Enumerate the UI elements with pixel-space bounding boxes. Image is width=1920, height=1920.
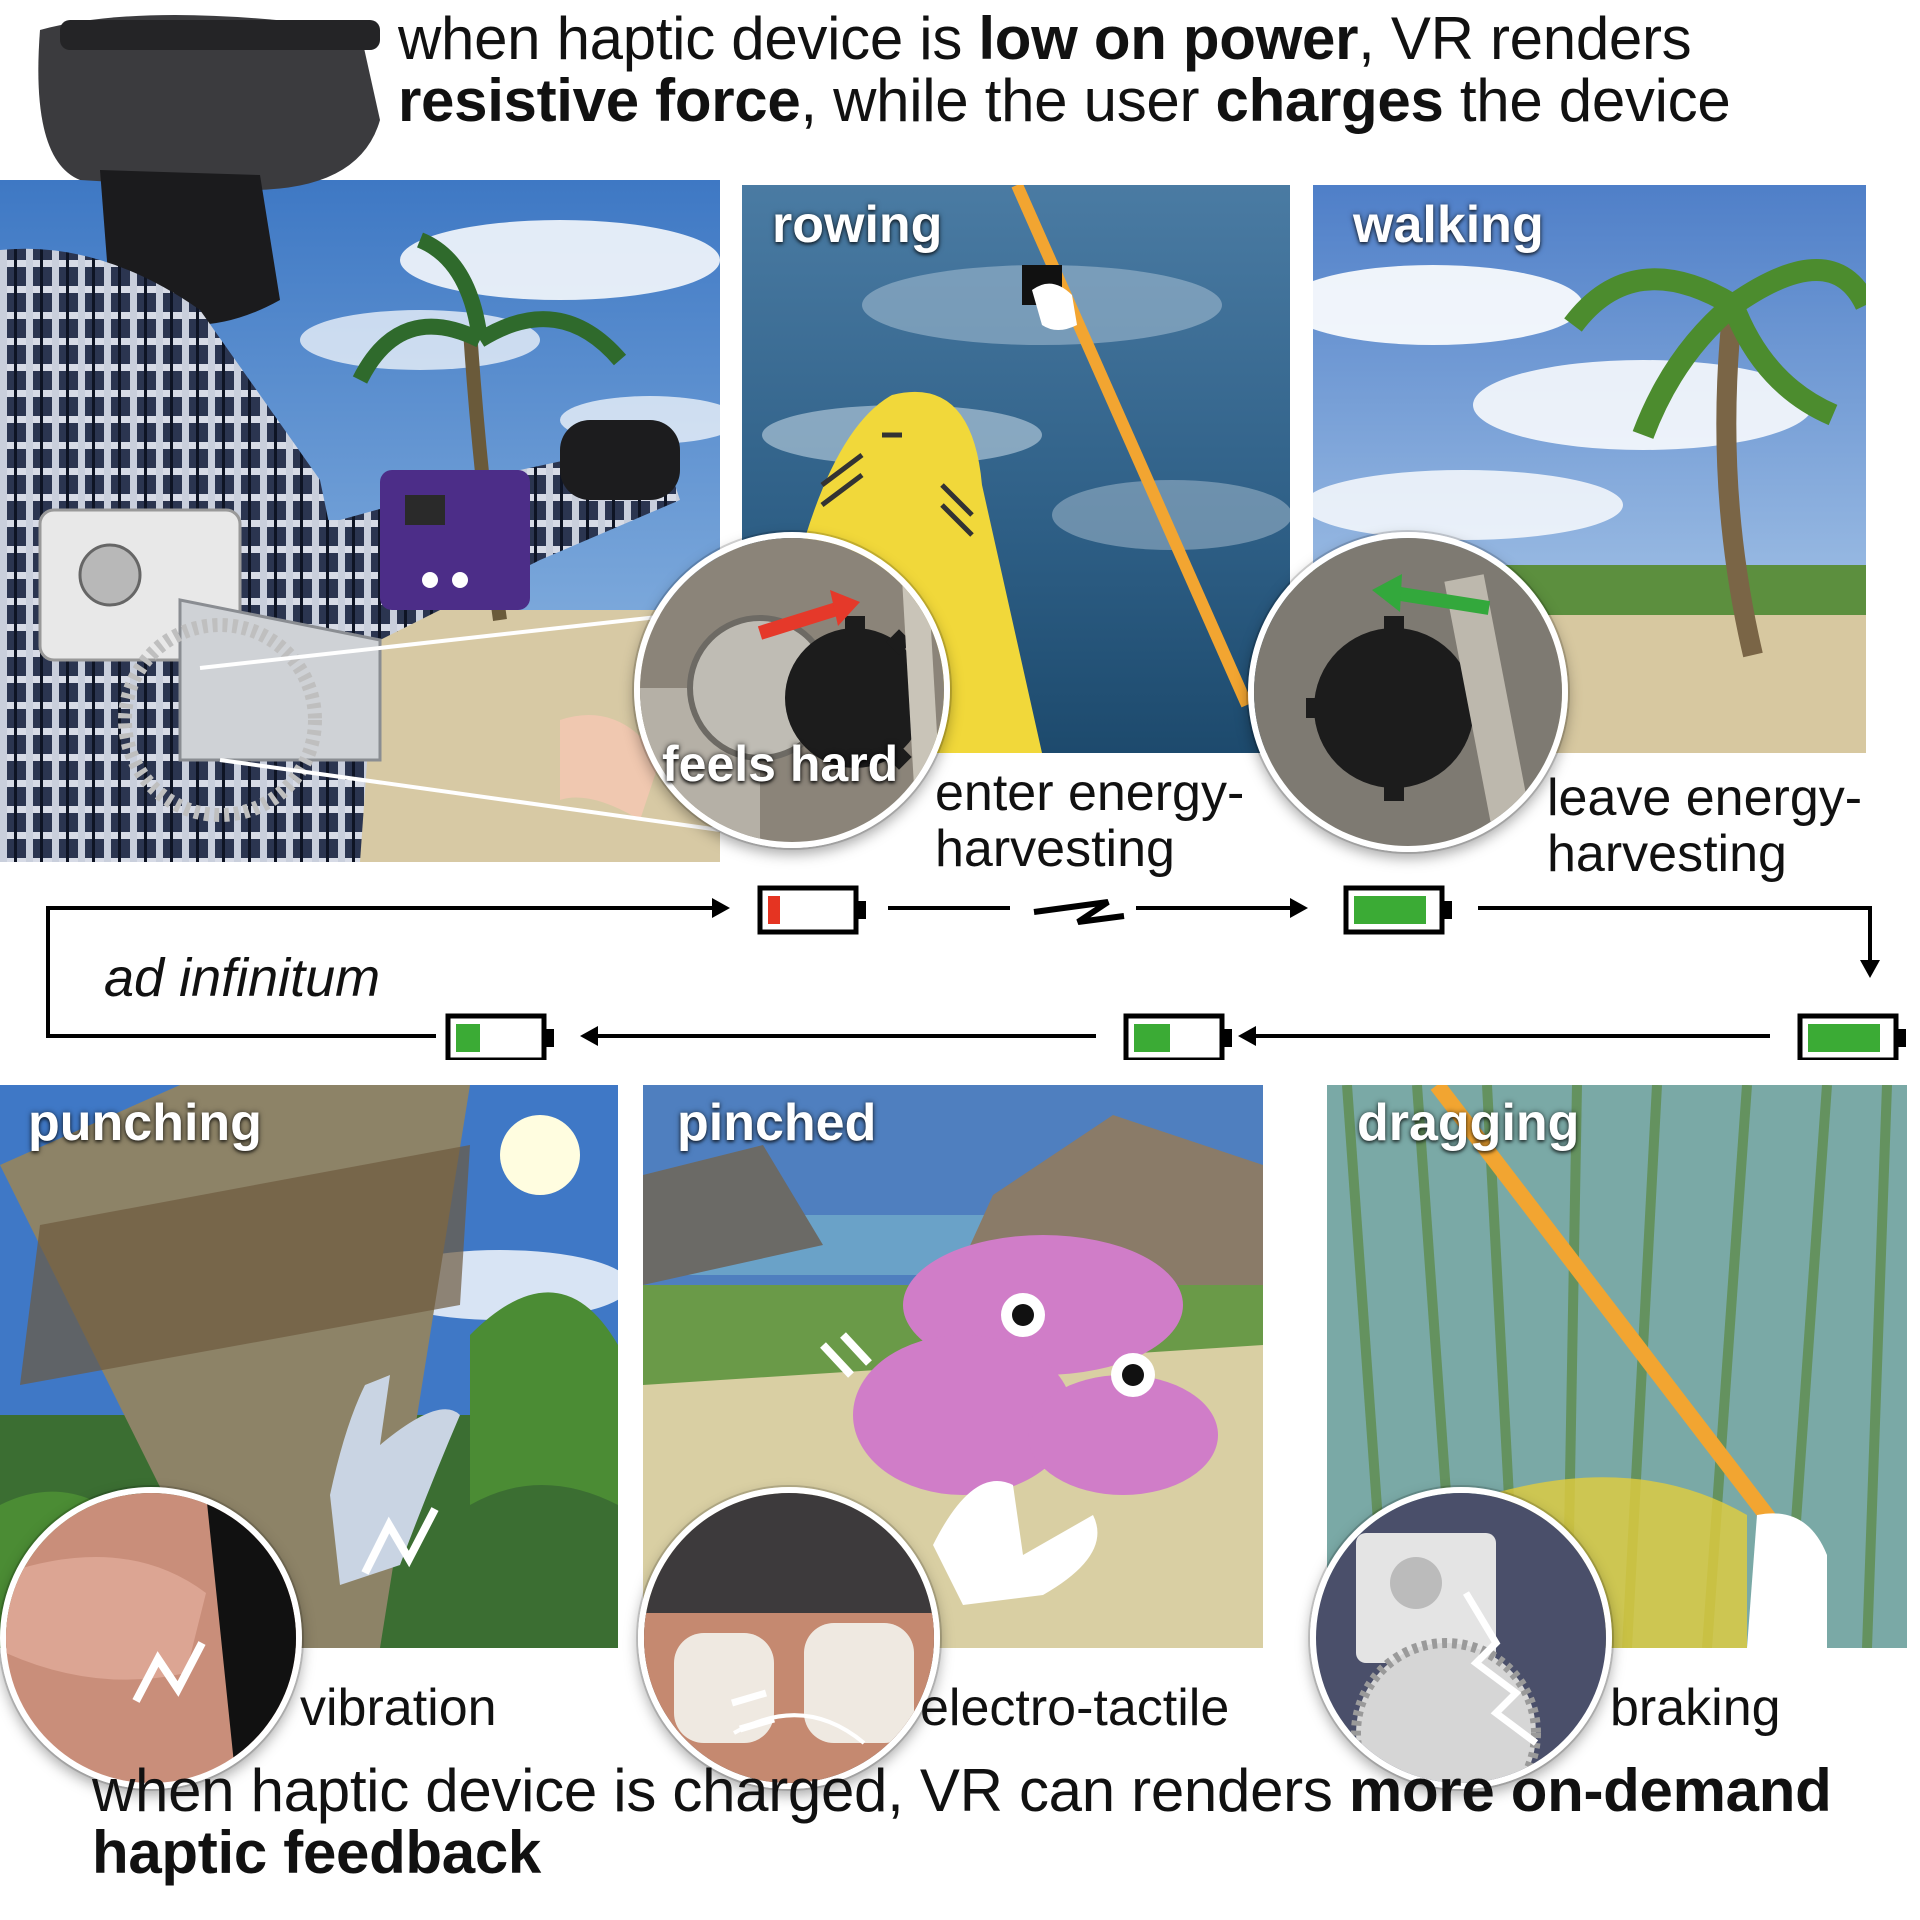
battery-low-icon: [757, 885, 866, 935]
battery-after-punch-level: [456, 1024, 480, 1052]
gear-closeup-feels-hard: [634, 532, 950, 848]
arrow-head: [580, 1026, 598, 1046]
electro-tactile-label: electro-tactile: [920, 1679, 1230, 1737]
gear-closeup-walking: [1248, 532, 1568, 852]
scene-label-pinched: pinched: [677, 1094, 877, 1152]
punching-scene: punching: [0, 1085, 618, 1648]
lightning-icon: [1033, 899, 1125, 925]
feels-hard-label: feels hard: [662, 736, 899, 792]
scene-label-dragging: dragging: [1357, 1094, 1580, 1152]
scene-label-punching: punching: [28, 1094, 262, 1152]
loop-back-line: [46, 906, 712, 1038]
enter-energy-harvesting-label: enter energy- harvesting: [935, 764, 1245, 878]
walking-scene: walking: [1313, 185, 1866, 753]
braking-label: braking: [1610, 1679, 1781, 1737]
arrow-head: [1238, 1026, 1256, 1046]
battery-after-punch-icon: [445, 1013, 554, 1060]
battery-after-pinch-level: [1134, 1024, 1170, 1052]
battery-after-drag-icon: [1797, 1013, 1906, 1060]
bottom-caption: when haptic device is charged, VR can re…: [92, 1757, 1832, 1886]
vibration-closeup: [0, 1487, 302, 1789]
low-on-power-emphasis: low on power: [978, 5, 1359, 72]
scene-label-rowing: rowing: [772, 196, 943, 254]
flow-line-3: [1478, 906, 1872, 962]
battery-full-icon: [1343, 885, 1452, 935]
rowing-scene: rowing: [742, 185, 1290, 753]
battery-low-level: [768, 896, 780, 924]
battery-full-level: [1354, 896, 1426, 924]
scene-label-walking: walking: [1353, 196, 1544, 254]
battery-after-pinch-icon: [1123, 1013, 1232, 1060]
braking-closeup: [1310, 1487, 1612, 1789]
energy-flow-diagram: [46, 885, 1906, 1060]
arrow-head: [1290, 898, 1308, 918]
leave-energy-harvesting-label: leave energy- harvesting: [1547, 769, 1863, 883]
more-haptic-feedback-emphasis: more on-demand haptic feedback: [92, 1757, 1832, 1886]
battery-after-drag-level: [1808, 1024, 1880, 1052]
user-photo: [0, 0, 720, 862]
electro-tactile-closeup: [638, 1487, 940, 1789]
arrow-head: [712, 898, 730, 918]
charges-emphasis: charges: [1215, 67, 1444, 134]
top-caption: when haptic device is low on power, VR r…: [398, 5, 1731, 134]
ad-infinitum-label: ad infinitum: [104, 948, 381, 1008]
arrow-head: [1860, 960, 1880, 978]
vibration-label: vibration: [300, 1679, 497, 1737]
resistive-force-emphasis: resistive force: [398, 67, 801, 134]
